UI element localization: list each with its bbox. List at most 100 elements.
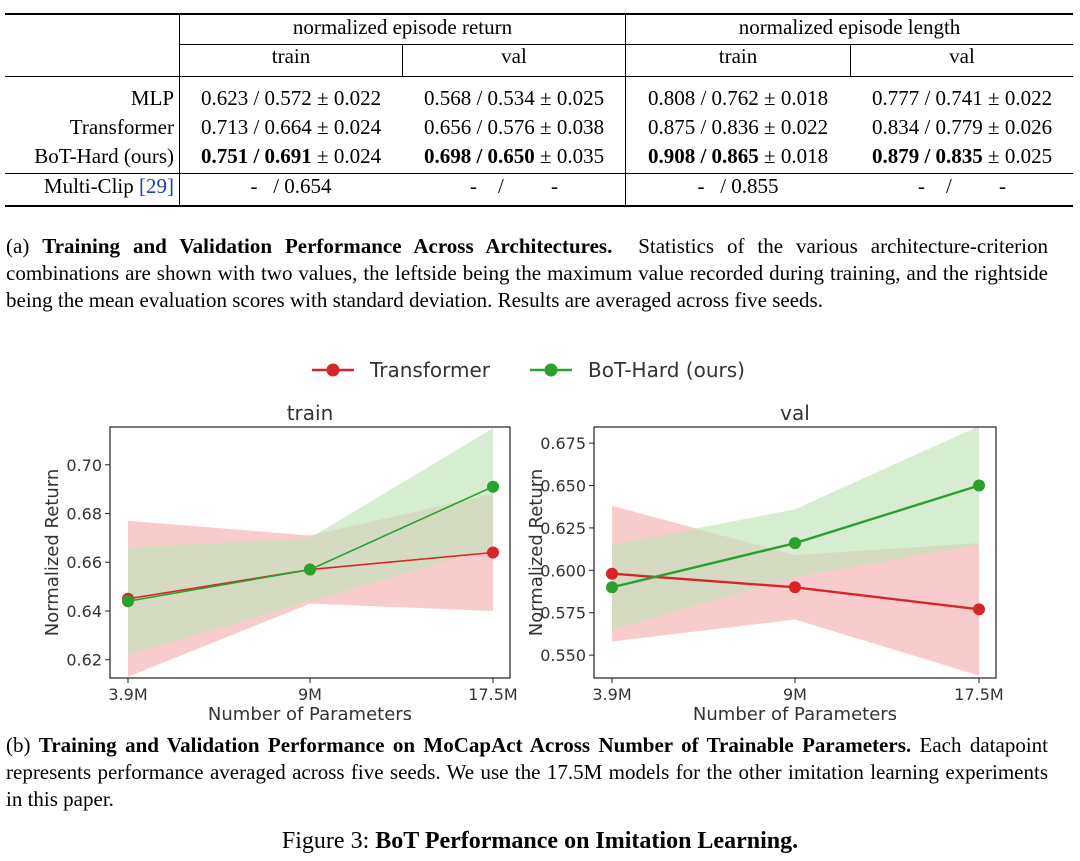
cell-std-value: 0.026 bbox=[1004, 115, 1053, 139]
y-tick-label: 0.575 bbox=[540, 604, 586, 623]
table-vrule-return-sub bbox=[402, 45, 403, 76]
y-tick-label: 0.70 bbox=[66, 456, 102, 475]
legend-marker bbox=[544, 363, 558, 377]
cell-plusminus: ± bbox=[311, 115, 334, 139]
caption-a-text: Statistics of the various architecture-c… bbox=[6, 234, 1049, 312]
legend-marker bbox=[326, 363, 340, 377]
cell-separator: / bbox=[695, 86, 712, 110]
bot-data-point bbox=[304, 563, 316, 576]
cell-mean-value: 0.572 bbox=[264, 86, 312, 110]
table-vrule-length-sub bbox=[850, 45, 851, 76]
caption-b-heading: Training and Validation Performance on M… bbox=[38, 733, 912, 757]
cell-mean-value: 0.779 bbox=[935, 115, 983, 139]
table-cell: 0.751 / 0.691 ± 0.024 bbox=[180, 143, 402, 169]
cell-plusminus: ± bbox=[534, 115, 557, 139]
figure-title-prefix: Figure 3: bbox=[281, 828, 370, 854]
plots-figure: Transformer BoT-Hard (ours) 0.62 0.64 0.66 0.… bbox=[42, 358, 1004, 720]
transformer-data-point bbox=[606, 567, 618, 580]
cell-mean-value: 0.835 bbox=[935, 144, 983, 168]
y-tick-label: 0.625 bbox=[540, 519, 586, 538]
cell-best-value: 0.713 bbox=[200, 115, 249, 139]
table-cell: 0.808 / 0.762 ± 0.018 bbox=[626, 85, 850, 111]
x-tick-label: 3.9M bbox=[108, 685, 147, 704]
transformer-data-point bbox=[789, 581, 801, 594]
cell-std-value: 0.035 bbox=[556, 144, 605, 168]
caption-a-heading: Training and Validation Performance Acro… bbox=[42, 234, 613, 258]
subheader-return-train: train bbox=[271, 44, 311, 68]
cell-std-value: 0.025 bbox=[1004, 144, 1053, 168]
cell-separator: / bbox=[695, 115, 712, 139]
cell-separator: / bbox=[471, 86, 488, 110]
multiclip-citation: [29] bbox=[139, 174, 174, 198]
bot-data-point bbox=[606, 581, 618, 594]
cell-plusminus: ± bbox=[534, 144, 557, 168]
y-tick-label: 0.68 bbox=[66, 505, 102, 524]
cell-std-value: 0.024 bbox=[333, 144, 382, 168]
group-header-length: normalized episode length bbox=[738, 15, 961, 39]
cell-mean-value: 0.836 bbox=[711, 115, 759, 139]
y-tick-label: 0.650 bbox=[540, 477, 586, 496]
group-rule-length bbox=[626, 44, 1073, 45]
row-label: Transformer bbox=[69, 115, 174, 139]
table-cell: 0.875 / 0.836 ± 0.022 bbox=[626, 114, 850, 140]
cell-plusminus: ± bbox=[311, 86, 334, 110]
cell-separator: / bbox=[471, 115, 488, 139]
cell-std-value: 0.022 bbox=[780, 115, 829, 139]
cell-separator: / bbox=[248, 86, 265, 110]
cell-best-value: 0.751 bbox=[200, 144, 249, 168]
x-axis-label: Number of Parameters bbox=[693, 704, 897, 720]
cell-best-value: 0.656 bbox=[423, 115, 472, 139]
subheader-return-val: val bbox=[501, 44, 527, 68]
cell-mean-value: 0.865 bbox=[711, 144, 759, 168]
subplot-title: train bbox=[287, 401, 334, 425]
caption-b: (b) Training and Validation Performance … bbox=[6, 732, 1048, 813]
cell-plusminus: ± bbox=[982, 86, 1005, 110]
cell-plusminus: ± bbox=[311, 144, 334, 168]
table-header-rule bbox=[5, 76, 1073, 77]
table-cell: 0.698 / 0.650 ± 0.035 bbox=[403, 143, 625, 169]
table-cell: 0.777 / 0.741 ± 0.022 bbox=[851, 85, 1073, 111]
cell-plusminus: ± bbox=[758, 144, 781, 168]
cell-separator: / bbox=[919, 144, 936, 168]
y-tick-label: 0.66 bbox=[66, 553, 102, 572]
cell-best-value: 0.834 bbox=[871, 115, 920, 139]
x-tick-label: 17.5M bbox=[468, 685, 517, 704]
cell-mean-value: 0.691 bbox=[264, 144, 312, 168]
table-cell: 0.713 / 0.664 ± 0.024 bbox=[180, 114, 402, 140]
table-cell: 0.834 / 0.779 ± 0.026 bbox=[851, 114, 1073, 140]
bot-data-point bbox=[487, 480, 499, 493]
transformer-data-point bbox=[487, 546, 499, 559]
bot-data-point bbox=[789, 537, 801, 550]
table-cell: 0.879 / 0.835 ± 0.025 bbox=[851, 143, 1073, 169]
bot-confidence-band bbox=[128, 428, 493, 655]
cell-best-value: 0.908 bbox=[647, 144, 696, 168]
transformer-data-point bbox=[973, 603, 985, 616]
multiclip-cell: - / 0.654 bbox=[250, 174, 332, 198]
cell-mean-value: 0.576 bbox=[487, 115, 535, 139]
y-axis-label: Normalized Return bbox=[526, 469, 547, 637]
cell-best-value: 0.808 bbox=[647, 86, 696, 110]
multiclip-cell: - / - bbox=[917, 174, 1007, 198]
cell-separator: / bbox=[919, 115, 936, 139]
multiclip-cell: - / 0.855 bbox=[697, 174, 779, 198]
row-label: BoT-Hard (ours) bbox=[34, 144, 174, 168]
x-tick-label: 3.9M bbox=[592, 685, 631, 704]
cell-separator: / bbox=[248, 115, 265, 139]
y-tick-label: 0.550 bbox=[540, 646, 586, 665]
subplot-title: val bbox=[780, 401, 810, 425]
table-bottom-rule bbox=[5, 205, 1073, 207]
table-vrule-group bbox=[625, 15, 626, 205]
cell-std-value: 0.025 bbox=[556, 86, 605, 110]
cell-plusminus: ± bbox=[982, 144, 1005, 168]
figure-title: Figure 3: BoT Performance on Imitation L… bbox=[0, 826, 1080, 856]
y-tick-label: 0.62 bbox=[66, 651, 102, 670]
table-multiclip-rule bbox=[5, 173, 1073, 174]
cell-best-value: 0.568 bbox=[423, 86, 472, 110]
caption-a-prefix: (a) bbox=[6, 234, 30, 258]
cell-std-value: 0.024 bbox=[333, 115, 382, 139]
cell-separator: / bbox=[919, 86, 936, 110]
table-top-rule bbox=[5, 13, 1073, 15]
caption-b-prefix: (b) bbox=[6, 733, 31, 757]
cell-best-value: 0.623 bbox=[200, 86, 249, 110]
cell-std-value: 0.022 bbox=[333, 86, 382, 110]
